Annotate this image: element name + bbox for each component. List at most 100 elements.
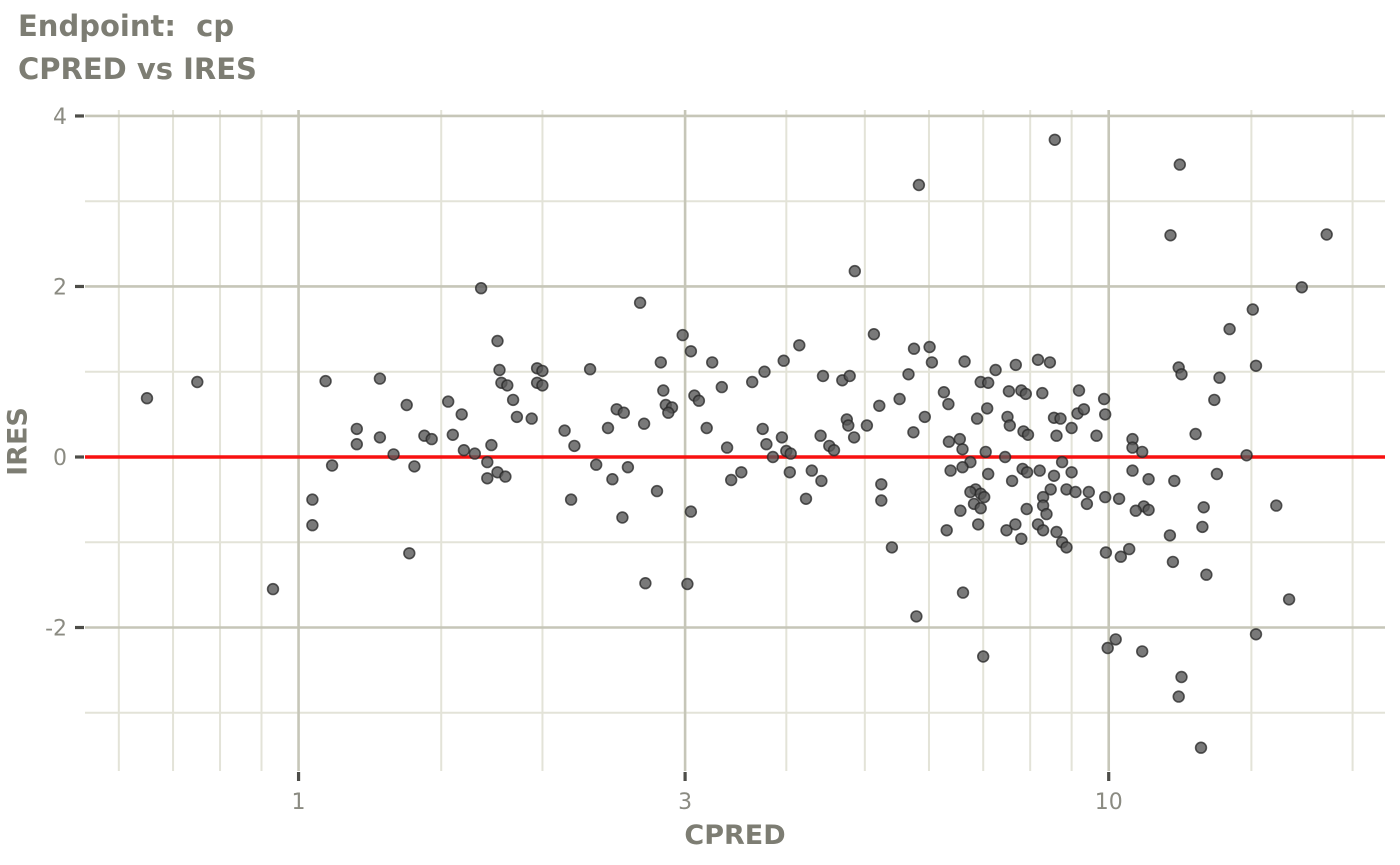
- data-point: [1047, 469, 1061, 482]
- data-point: [1109, 633, 1122, 646]
- data-point: [989, 363, 1002, 377]
- data-point: [783, 466, 796, 479]
- data-point: [942, 435, 956, 448]
- data-point: [657, 384, 670, 397]
- data-point: [1020, 502, 1033, 516]
- data-point: [1019, 387, 1033, 401]
- data-point: [1098, 490, 1112, 504]
- data-point: [1003, 419, 1016, 432]
- data-point: [910, 610, 923, 623]
- data-point: [954, 504, 967, 517]
- data-point: [827, 444, 841, 457]
- data-point: [1189, 427, 1202, 441]
- data-point: [860, 419, 874, 432]
- data-point: [893, 392, 906, 406]
- data-point: [918, 410, 931, 424]
- data-point: [1142, 473, 1155, 486]
- data-point: [1196, 520, 1209, 534]
- data-point: [662, 406, 675, 419]
- y-tick-label: 4: [53, 105, 67, 130]
- data-point: [843, 369, 856, 383]
- data-point: [1122, 542, 1136, 556]
- data-point: [1009, 358, 1022, 372]
- data-point: [1048, 133, 1062, 147]
- data-point: [1164, 229, 1177, 242]
- data-point: [976, 650, 990, 663]
- data-point: [408, 460, 421, 473]
- data-point: [692, 394, 706, 407]
- data-point: [1000, 524, 1013, 537]
- data-point: [1126, 464, 1139, 477]
- data-point: [977, 490, 991, 504]
- data-point: [1135, 645, 1149, 658]
- data-point: [1065, 421, 1078, 435]
- data-point: [425, 432, 438, 446]
- data-point: [907, 342, 921, 355]
- data-point: [1168, 474, 1181, 488]
- data-point: [842, 419, 855, 432]
- data-point: [805, 464, 818, 477]
- data-point: [583, 363, 597, 376]
- data-point: [1175, 670, 1188, 684]
- data-point: [403, 547, 416, 560]
- data-point: [756, 422, 769, 436]
- data-point: [1002, 385, 1016, 398]
- data-point: [937, 386, 951, 399]
- data-point: [536, 379, 549, 392]
- data-point: [1015, 532, 1028, 545]
- data-point: [1060, 541, 1073, 554]
- data-point: [350, 438, 363, 451]
- y-tick-label: 0: [53, 446, 67, 471]
- data-point: [633, 296, 647, 309]
- data-point: [970, 412, 984, 425]
- data-point: [457, 444, 471, 457]
- data-point: [1031, 353, 1045, 366]
- data-point: [875, 478, 888, 491]
- data-point: [568, 439, 581, 453]
- data-point: [980, 402, 994, 415]
- data-point: [953, 432, 966, 446]
- data-point: [455, 408, 468, 421]
- data-point: [350, 422, 363, 436]
- data-point: [1249, 628, 1263, 641]
- data-point: [639, 576, 652, 590]
- data-point: [373, 431, 387, 444]
- data-point: [873, 399, 886, 412]
- data-point: [958, 355, 971, 368]
- data-point: [606, 473, 619, 486]
- data-point: [1072, 384, 1086, 397]
- data-point: [306, 518, 319, 532]
- data-point: [1213, 371, 1226, 384]
- data-point: [942, 397, 955, 411]
- data-point: [1197, 501, 1210, 514]
- data-point: [536, 364, 549, 378]
- data-point: [923, 340, 936, 354]
- data-point: [442, 395, 455, 408]
- data-point: [1044, 483, 1057, 496]
- data-point: [1282, 593, 1296, 606]
- data-point: [1173, 158, 1187, 171]
- data-point: [558, 424, 571, 437]
- data-point: [885, 541, 899, 554]
- data-point: [474, 282, 488, 295]
- data-point: [325, 459, 339, 472]
- data-point: [654, 356, 667, 369]
- data-point: [793, 339, 806, 352]
- data-point: [775, 431, 789, 444]
- data-point: [1208, 393, 1221, 407]
- plot-title-block: Endpoint: cp CPRED vs IRES: [18, 12, 257, 98]
- data-point: [777, 354, 790, 367]
- data-point: [971, 518, 985, 531]
- data-point: [1020, 466, 1034, 479]
- data-point: [956, 586, 970, 599]
- data-point: [617, 406, 630, 419]
- data-point: [499, 470, 512, 483]
- y-tick-label: 2: [53, 275, 67, 300]
- data-point: [306, 493, 319, 506]
- data-point: [564, 493, 578, 506]
- data-point: [956, 461, 969, 474]
- data-point: [1129, 504, 1143, 517]
- data-point: [981, 467, 995, 481]
- data-point: [1240, 449, 1253, 462]
- data-point: [814, 429, 827, 442]
